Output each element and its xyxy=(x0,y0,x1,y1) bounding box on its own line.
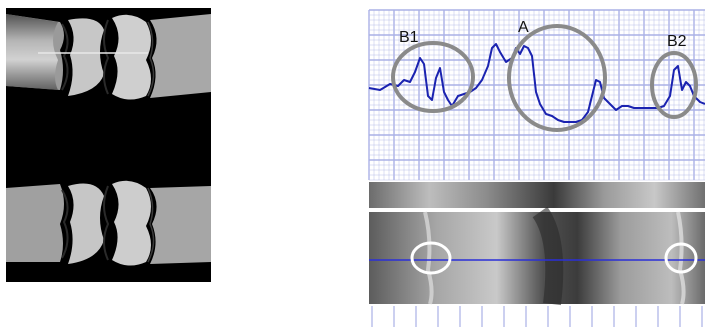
lower-joint-image xyxy=(6,180,211,266)
label-b1: B1 xyxy=(399,29,419,46)
upper-joint-image xyxy=(6,14,211,100)
region-circle-b1 xyxy=(391,41,475,113)
label-b2: B2 xyxy=(667,33,687,50)
density-profile-trace xyxy=(368,43,705,123)
ct-strip-image xyxy=(369,182,705,306)
marker-circle-left xyxy=(410,241,452,275)
marker-circle-right xyxy=(664,242,698,274)
profile-grid xyxy=(368,9,705,181)
bottom-ticks xyxy=(371,306,703,327)
region-circle-b2 xyxy=(650,51,698,119)
region-circle-a xyxy=(507,24,607,132)
label-a: A xyxy=(518,19,529,36)
bone-ct-image xyxy=(6,8,211,282)
